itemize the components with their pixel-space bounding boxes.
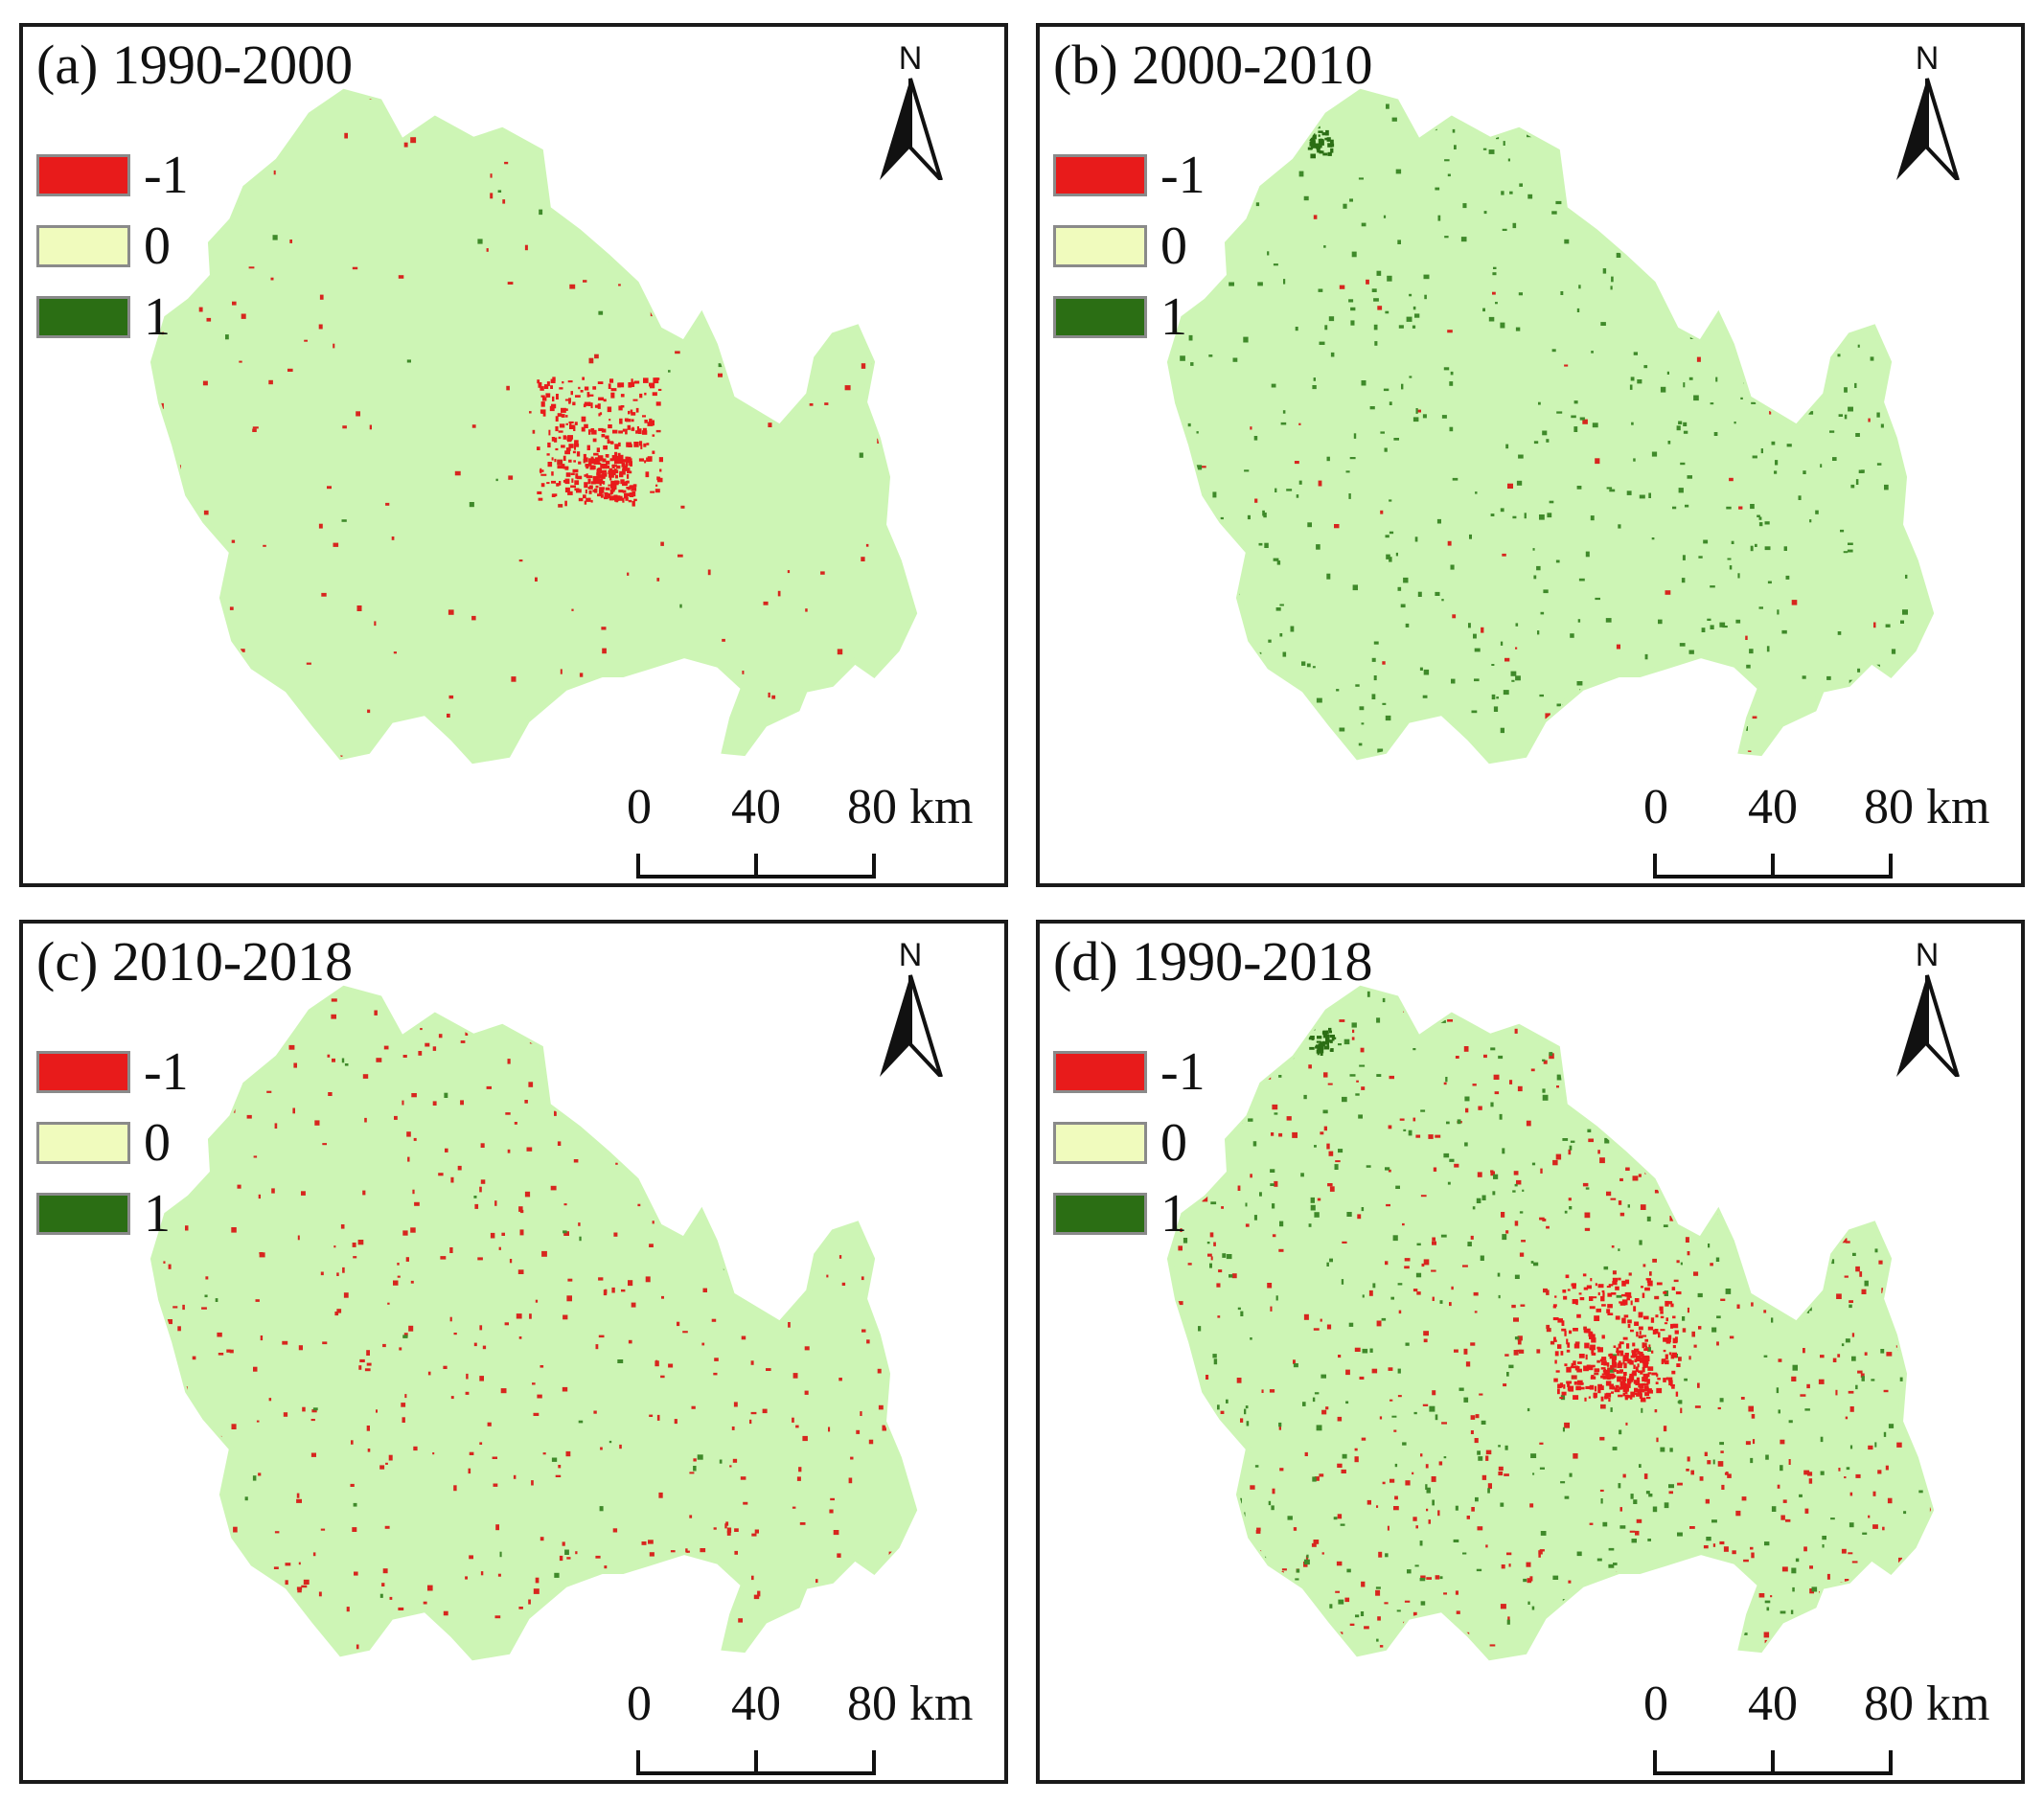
region-map bbox=[1166, 985, 1935, 1661]
scale-tick bbox=[1653, 1750, 1657, 1775]
region-map bbox=[149, 88, 918, 765]
north-arrow-icon: N bbox=[1889, 36, 1965, 182]
legend-swatch bbox=[1053, 1051, 1147, 1093]
legend-swatch bbox=[1053, 1193, 1147, 1235]
region-outline bbox=[149, 985, 918, 1661]
legend-item: -1 bbox=[36, 140, 189, 211]
region-map bbox=[1166, 88, 1935, 765]
legend-swatch bbox=[1053, 154, 1147, 196]
panel-title: (b) 2000-2010 bbox=[1053, 34, 1373, 96]
legend-label: 0 bbox=[144, 1113, 171, 1173]
panel-title: (a) 1990-2000 bbox=[36, 34, 354, 96]
legend: -1 0 1 bbox=[1053, 1037, 1206, 1249]
scale-label: 0 bbox=[1643, 780, 1668, 834]
scale-label: 40 bbox=[731, 1677, 781, 1731]
region-outline bbox=[149, 88, 918, 765]
north-label: N bbox=[1916, 937, 1940, 973]
map-panel-c: (c) 2010-2018 -1 0 1 N 0 40 80 km bbox=[19, 920, 1008, 1784]
legend: -1 0 1 bbox=[36, 1037, 189, 1249]
legend-swatch bbox=[36, 296, 130, 338]
legend: -1 0 1 bbox=[36, 140, 189, 353]
legend-swatch bbox=[1053, 296, 1147, 338]
legend-item: 0 bbox=[36, 1107, 189, 1178]
scale-bar: 0 40 80 km bbox=[617, 779, 973, 883]
scale-line bbox=[636, 875, 872, 879]
scale-line bbox=[1653, 1771, 1889, 1775]
scale-tick bbox=[754, 854, 758, 879]
north-label: N bbox=[1916, 40, 1940, 77]
legend-label: 1 bbox=[144, 1184, 171, 1244]
legend-label: -1 bbox=[144, 146, 189, 205]
scale-label: 80 km bbox=[847, 780, 974, 834]
scale-label: 80 km bbox=[1864, 780, 1990, 834]
scale-label: 0 bbox=[1643, 1677, 1668, 1731]
region-map bbox=[149, 985, 918, 1661]
legend-label: 1 bbox=[144, 287, 171, 347]
legend-item: 1 bbox=[36, 282, 189, 353]
panel-title: (c) 2010-2018 bbox=[36, 930, 354, 993]
legend-label: 0 bbox=[144, 217, 171, 276]
legend-label: -1 bbox=[144, 1042, 189, 1102]
legend-item: 0 bbox=[1053, 211, 1206, 282]
legend-swatch bbox=[36, 225, 130, 267]
scale-label: 80 km bbox=[1864, 1677, 1990, 1731]
scale-label: 0 bbox=[627, 1677, 652, 1731]
legend-label: 0 bbox=[1160, 1113, 1187, 1173]
region-outline bbox=[1166, 88, 1935, 765]
legend-swatch bbox=[36, 1193, 130, 1235]
scale-bar: 0 40 80 km bbox=[1634, 1676, 1989, 1780]
legend-label: -1 bbox=[1160, 1042, 1206, 1102]
scale-label: 80 km bbox=[847, 1677, 974, 1731]
legend-item: 1 bbox=[1053, 282, 1206, 353]
north-label: N bbox=[899, 937, 923, 973]
scale-label: 0 bbox=[627, 780, 652, 834]
scale-label: 40 bbox=[731, 780, 781, 834]
legend-item: 1 bbox=[1053, 1178, 1206, 1249]
north-arrow-icon: N bbox=[872, 933, 949, 1079]
legend-label: -1 bbox=[1160, 146, 1206, 205]
north-arrow-icon: N bbox=[1889, 933, 1965, 1079]
legend: -1 0 1 bbox=[1053, 140, 1206, 353]
legend-swatch bbox=[1053, 225, 1147, 267]
legend-item: -1 bbox=[1053, 1037, 1206, 1107]
north-label: N bbox=[899, 40, 923, 77]
legend-swatch bbox=[36, 154, 130, 196]
scale-tick bbox=[636, 1750, 640, 1775]
panel-title: (d) 1990-2018 bbox=[1053, 930, 1373, 993]
legend-label: 0 bbox=[1160, 217, 1187, 276]
map-panel-a: (a) 1990-2000 -1 0 1 N 0 40 80 km bbox=[19, 23, 1008, 887]
scale-bar: 0 40 80 km bbox=[617, 1676, 973, 1780]
region-outline bbox=[1166, 985, 1935, 1661]
legend-item: 1 bbox=[36, 1178, 189, 1249]
map-panel-d: (d) 1990-2018 -1 0 1 N 0 40 80 km bbox=[1036, 920, 2025, 1784]
legend-item: -1 bbox=[36, 1037, 189, 1107]
scale-bar: 0 40 80 km bbox=[1634, 779, 1989, 883]
legend-label: 1 bbox=[1160, 1184, 1187, 1244]
scale-label: 40 bbox=[1748, 1677, 1798, 1731]
scale-tick bbox=[1771, 1750, 1775, 1775]
legend-item: 0 bbox=[1053, 1107, 1206, 1178]
scale-tick bbox=[1653, 854, 1657, 879]
north-arrow-icon: N bbox=[872, 36, 949, 182]
legend-item: 0 bbox=[36, 211, 189, 282]
map-panel-b: (b) 2000-2010 -1 0 1 N 0 40 80 km bbox=[1036, 23, 2025, 887]
scale-tick bbox=[872, 1750, 876, 1775]
legend-swatch bbox=[1053, 1122, 1147, 1164]
scale-tick bbox=[1889, 1750, 1893, 1775]
scale-label: 40 bbox=[1748, 780, 1798, 834]
legend-swatch bbox=[36, 1122, 130, 1164]
scale-line bbox=[636, 1771, 872, 1775]
scale-tick bbox=[754, 1750, 758, 1775]
legend-label: 1 bbox=[1160, 287, 1187, 347]
scale-tick bbox=[872, 854, 876, 879]
scale-tick bbox=[636, 854, 640, 879]
scale-tick bbox=[1771, 854, 1775, 879]
legend-swatch bbox=[36, 1051, 130, 1093]
scale-line bbox=[1653, 875, 1889, 879]
legend-item: -1 bbox=[1053, 140, 1206, 211]
scale-tick bbox=[1889, 854, 1893, 879]
